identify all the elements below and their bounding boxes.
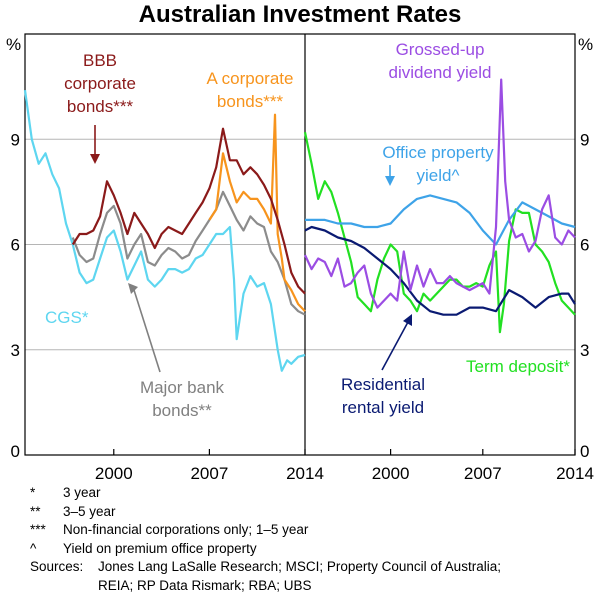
label-major-bank-bonds: Major bank bonds** [140, 378, 225, 420]
label-office-property-yield: Office property yield^ [382, 143, 494, 185]
series-residential-rental-yield [304, 225, 576, 316]
label-residential-rental-yield: Residential rental yield [341, 375, 425, 417]
label-cgs: CGS* [45, 308, 89, 327]
svg-text:bonds***: bonds*** [67, 97, 134, 116]
x-axis: 2000 2007 2014 2000 2007 2014 [95, 449, 594, 483]
y-tick-label-right: 3 [580, 341, 589, 360]
arrow-residential [381, 314, 412, 371]
panel-dividers [24, 33, 576, 456]
y-axis-right: % 0 3 6 9 [578, 35, 593, 461]
series-grossed-up-dividend-yield [304, 78, 576, 309]
footnote: * 3 year [30, 485, 101, 500]
y-unit-right: % [578, 35, 593, 54]
series-cgs [23, 89, 306, 372]
arrow-office [385, 165, 395, 186]
y-tick-label-left: 6 [11, 236, 20, 255]
x-tick-label: 2000 [372, 464, 410, 483]
arrow-major-bank [128, 283, 161, 373]
series-office-property-yield [305, 194, 576, 246]
label-a-corporate-bonds: A corporate bonds*** [207, 69, 294, 111]
label-term-deposit: Term deposit* [466, 357, 570, 376]
label-grossed-up-dividend-yield: Grossed-up dividend yield [388, 40, 491, 82]
label-bbb-corporate-bonds: BBB corporate bonds*** [64, 51, 136, 116]
svg-text:bonds***: bonds*** [217, 92, 284, 111]
footnote: ^ Yield on premium office property [30, 540, 257, 556]
x-tick-label: 2014 [556, 464, 594, 483]
footnote: *** Non-financial corporations only; 1–5 … [30, 522, 309, 537]
svg-text:Grossed-up: Grossed-up [396, 40, 485, 59]
y-tick-label-left: 9 [11, 130, 20, 149]
y-tick-label-right: 6 [580, 236, 589, 255]
chart-title: Australian Investment Rates [139, 1, 462, 28]
svg-text:Office property: Office property [382, 143, 494, 162]
footnote: ** 3–5 year [30, 503, 116, 519]
y-tick-label-left: 0 [11, 442, 20, 461]
svg-text:yield^: yield^ [417, 166, 460, 185]
plot-frame [24, 33, 576, 456]
right-panel [303, 78, 576, 334]
x-tick-label: 2007 [190, 464, 228, 483]
svg-text:rental yield: rental yield [342, 398, 424, 417]
y-tick-label-right: 9 [580, 130, 589, 149]
series-major-bank-bonds [71, 190, 306, 316]
y-unit-left: % [6, 35, 21, 54]
y-tick-label-left: 3 [11, 341, 20, 360]
y-tick-label-right: 0 [580, 442, 589, 461]
left-panel [23, 89, 306, 372]
svg-text:BBB: BBB [83, 51, 117, 70]
y-axis-left: % 0 3 6 9 [6, 35, 21, 461]
svg-text:Major bank: Major bank [140, 378, 225, 397]
svg-text:corporate: corporate [64, 74, 136, 93]
x-tick-label: 2000 [95, 464, 133, 483]
svg-text:Residential: Residential [341, 375, 425, 394]
investment-rates-chart: Australian Investment Rates % 0 3 6 9 % 0 3 6… [6, 1, 594, 483]
grid [25, 138, 575, 351]
footnotes: * 3 year ** 3–5 year *** Non-financial corp… [30, 484, 501, 595]
x-tick-label: 2007 [464, 464, 502, 483]
x-tick-label: 2014 [286, 464, 324, 483]
svg-text:bonds**: bonds** [152, 401, 212, 420]
series-term-deposit [303, 131, 576, 334]
series-a-corporate-bonds [208, 113, 306, 312]
arrow-bbb [90, 125, 100, 164]
svg-text:A corporate: A corporate [207, 69, 294, 88]
sources: Sources: Jones Lang LaSalle Research; MS… [30, 559, 501, 593]
svg-text:dividend yield: dividend yield [388, 63, 491, 82]
series-bbb-corporate-bonds [71, 127, 306, 295]
